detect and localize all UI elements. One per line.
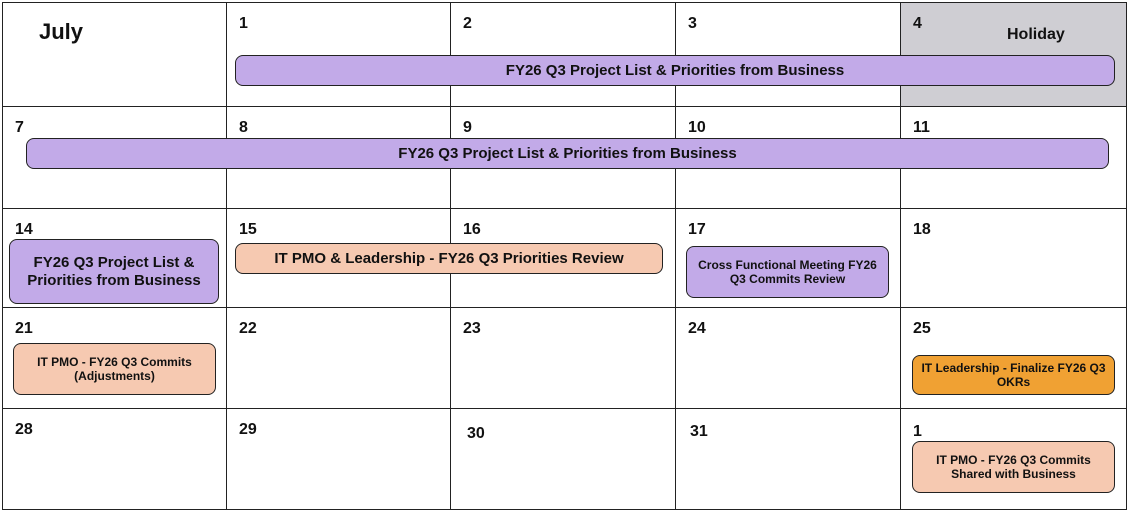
day-cell[interactable]: 31 xyxy=(675,408,902,510)
day-number: 31 xyxy=(690,423,708,440)
month-title: July xyxy=(39,19,84,44)
month-cell: July xyxy=(2,2,228,108)
day-number: 14 xyxy=(15,221,33,238)
day-number: 25 xyxy=(913,320,931,337)
day-cell[interactable]: 29 xyxy=(226,408,452,510)
event-commits-adjustments[interactable]: IT PMO - FY26 Q3 Commits (Adjustments) xyxy=(13,343,216,395)
event-project-list-week1[interactable]: FY26 Q3 Project List & Priorities from B… xyxy=(235,55,1115,86)
day-number: 29 xyxy=(239,421,257,438)
day-number: 28 xyxy=(15,421,33,438)
day-number: 18 xyxy=(913,221,931,238)
day-number: 23 xyxy=(463,320,481,337)
day-number: 10 xyxy=(688,119,706,136)
day-number: 1 xyxy=(913,423,922,440)
day-number: 24 xyxy=(688,320,706,337)
day-number: 15 xyxy=(239,221,257,238)
event-project-list-week2[interactable]: FY26 Q3 Project List & Priorities from B… xyxy=(26,138,1109,169)
day-number: 21 xyxy=(15,320,33,337)
day-number: 22 xyxy=(239,320,257,337)
event-project-list-week3[interactable]: FY26 Q3 Project List & Priorities from B… xyxy=(9,239,219,304)
day-cell[interactable]: 23 xyxy=(450,307,676,410)
holiday-label: Holiday xyxy=(1007,26,1065,43)
day-number: 30 xyxy=(467,425,485,442)
day-number: 11 xyxy=(913,119,930,136)
day-number: 7 xyxy=(15,119,24,136)
day-cell[interactable]: 30 xyxy=(450,408,676,510)
day-number: 9 xyxy=(463,119,472,136)
day-number: 3 xyxy=(688,15,697,32)
day-number: 4 xyxy=(913,15,922,32)
day-number: 8 xyxy=(239,119,248,136)
day-cell[interactable]: 18 xyxy=(900,208,1127,309)
event-commits-shared[interactable]: IT PMO - FY26 Q3 Commits Shared with Bus… xyxy=(912,441,1115,493)
day-cell[interactable]: 22 xyxy=(226,307,452,410)
event-cross-functional-meeting[interactable]: Cross Functional Meeting FY26 Q3 Commits… xyxy=(686,246,889,298)
day-number: 2 xyxy=(463,15,472,32)
day-cell[interactable]: 24 xyxy=(675,307,902,410)
day-cell[interactable]: 28 xyxy=(2,408,228,510)
day-number: 16 xyxy=(463,221,481,238)
day-number: 17 xyxy=(688,221,706,238)
event-finalize-okrs[interactable]: IT Leadership - Finalize FY26 Q3 OKRs xyxy=(912,355,1115,395)
event-priorities-review[interactable]: IT PMO & Leadership - FY26 Q3 Priorities… xyxy=(235,243,663,274)
day-number: 1 xyxy=(239,15,248,32)
